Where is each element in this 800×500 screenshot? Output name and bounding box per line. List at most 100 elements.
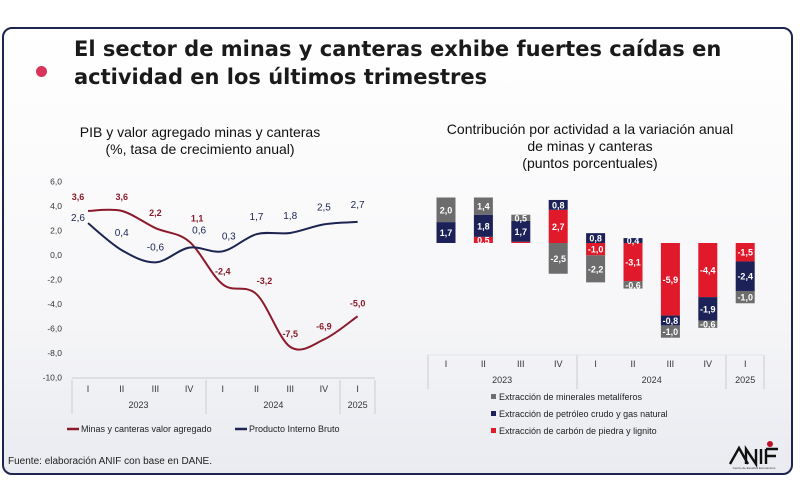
data-label: -6,9 [316,322,332,332]
legend-label: Extracción de carbón de piedra y lignito [499,426,657,436]
data-label: 2,7 [351,200,365,211]
bar-segment [548,209,568,243]
bar-data-label: -1,0 [663,327,679,337]
line-chart-title-block: PIB y valor agregado minas y canteras (%… [50,124,350,158]
bar-data-label: -1,0 [737,293,753,303]
bar-category-label: III [517,359,525,369]
bar-data-label: -2,5 [550,254,566,264]
bar-segment [623,243,643,282]
bar-data-label: 0,8 [589,234,602,244]
data-label: -2,4 [215,266,231,276]
bar-data-label: 1,7 [440,228,453,238]
bullet-dot [36,66,47,77]
line-chart-title: PIB y valor agregado minas y canteras [79,124,321,140]
data-label: -7,5 [282,329,298,339]
bar-chart-title-block: Contribución por actividad a la variació… [440,121,740,172]
slide-title: El sector de minas y canteras exhibe fue… [74,37,722,89]
bar-segment [473,236,493,243]
bar-data-label: -1,0 [588,245,604,255]
bar-data-label: -0,6 [700,320,716,330]
data-label: -3,2 [257,276,273,286]
legend-swatch [491,394,496,399]
y-tick-label: 6,0 [50,177,62,187]
data-label: 0,6 [192,226,206,237]
bar-category-label: II [630,359,635,369]
bar-data-label: -5,9 [663,275,679,285]
bar-data-label: -3,1 [625,258,641,268]
series-line-pib [87,220,358,264]
bar-segment [511,220,531,242]
bar-category-label: IV [554,359,563,369]
bar-data-label: 1,4 [477,202,490,212]
bar-year-label: 2024 [642,375,662,385]
y-tick-label: 0,0 [50,250,62,260]
bar-category-label: IV [704,359,713,369]
series-line-minas [87,208,359,351]
data-label: 2,6 [71,213,85,224]
bar-segment [436,197,456,223]
data-label: 3,6 [72,192,85,202]
bar-segment [660,325,680,338]
y-tick-label: -10,0 [43,373,63,383]
bar-year-label: 2023 [492,375,512,385]
bar-data-label: -1,5 [737,248,753,258]
bar-segment [698,243,718,298]
y-tick-label: -4,0 [47,299,62,309]
bar-segment [436,222,456,243]
legend-label: Producto Interno Bruto [249,424,340,434]
bar-data-label: 2,7 [552,222,565,232]
bar-category-label: II [481,359,486,369]
line-category-label: II [254,384,259,394]
y-tick-label: -6,0 [47,324,62,334]
line-chart-subtitle: (%, tasa de crecimiento anual) [105,141,295,157]
bar-data-label: -0,8 [663,316,679,326]
data-label: 1,1 [191,214,204,224]
bar-data-label: 0,8 [552,200,565,210]
bar-data-label: -0,6 [625,280,641,290]
line-category-label: I [87,384,90,394]
bar-segment [511,241,531,243]
anif-logo: Centro de Estudios Económicos [726,440,786,475]
bar-segment [586,255,606,283]
bar-segment [698,320,718,328]
anif-logo-mark: Centro de Estudios Económicos [728,441,778,470]
bar-segment [623,238,643,243]
y-tick-label: 4,0 [50,201,62,211]
bar-segment [623,281,643,289]
bar-data-label: 1,7 [515,227,528,237]
line-category-label: I [222,384,225,394]
bar-segment [548,199,568,210]
bar-data-label: 0,5 [515,213,528,223]
bar-category-label: III [667,359,675,369]
bar-data-label: -4,4 [700,266,716,276]
y-tick-label: 2,0 [50,226,62,236]
bar-data-label: 2,0 [440,205,453,215]
bar-segment [698,297,718,321]
line-year-label: 2025 [348,400,368,410]
bar-segment [511,214,531,221]
bar-segment [735,261,755,291]
bar-category-label: I [594,359,597,369]
line-category-label: IV [185,384,194,394]
data-label: -0,6 [147,242,165,253]
bar-segment [548,243,568,274]
line-year-label: 2024 [263,400,283,410]
data-label: 1,8 [283,211,297,222]
bar-segment [735,243,755,262]
source-note: Fuente: elaboración ANIF con base en DAN… [8,456,213,467]
bar-segment [473,197,493,215]
line-category-label: I [356,384,359,394]
svg-text:Centro de Estudios Económicos: Centro de Estudios Económicos [733,466,776,470]
bar-data-label: -1,9 [700,304,716,314]
legend-swatch [491,428,496,433]
bar-segment [586,243,606,256]
bar-chart-title: Contribución por actividad a la variació… [446,121,734,154]
bar-segment [660,315,680,326]
line-category-label: III [152,384,160,394]
bar-data-label: 0,4 [627,236,640,246]
data-label: 0,4 [115,228,129,239]
bar-data-label: 0,5 [477,235,490,245]
data-label: 2,5 [317,202,331,213]
bar-category-label: I [445,359,448,369]
bar-data-label: -2,2 [588,264,604,274]
